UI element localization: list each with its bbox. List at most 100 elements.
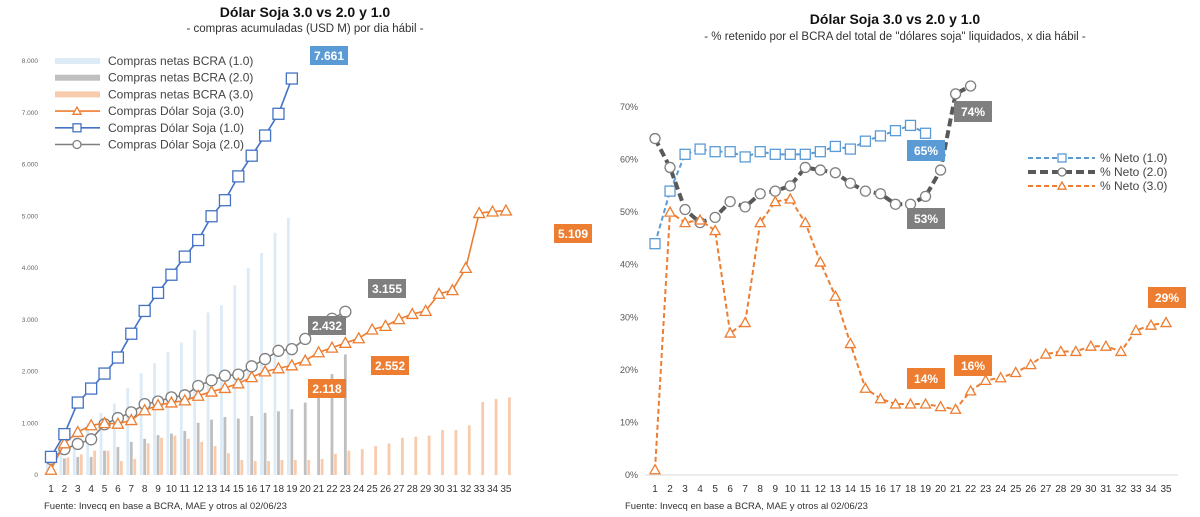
bar-2-0 [263, 412, 267, 475]
data-point [231, 376, 245, 389]
bar-3-0 [347, 450, 351, 475]
y-tick-label: 8.000 [22, 58, 39, 65]
legend-swatch [55, 74, 100, 81]
data-point [311, 345, 326, 358]
data-point [338, 336, 352, 348]
data-point [859, 135, 872, 147]
data-point [709, 146, 721, 158]
x-tick-label: 12 [193, 484, 205, 495]
data-point [844, 143, 857, 155]
data-point [934, 400, 947, 412]
data-point [814, 255, 827, 267]
data-point [919, 127, 932, 139]
bar-3-0 [66, 457, 70, 475]
legend-label: Compras Dólar Soja (3.0) [108, 104, 244, 118]
data-point [84, 382, 98, 395]
data-point [784, 148, 796, 160]
bar-3-0 [414, 436, 418, 475]
data-point [694, 143, 706, 155]
data-point [258, 129, 272, 142]
data-point [859, 185, 872, 197]
data-point [285, 342, 298, 356]
data-point [844, 177, 857, 189]
x-tick-label: 19 [286, 484, 298, 495]
x-tick-label: 14 [219, 484, 231, 495]
bar-3-0 [320, 458, 324, 475]
bar-2-0 [76, 456, 80, 475]
data-label-box [1148, 287, 1186, 308]
x-tick-label: 1 [48, 484, 54, 495]
data-point [739, 316, 752, 328]
data-point [1084, 339, 1097, 351]
data-point [419, 304, 433, 317]
data-point [71, 425, 85, 438]
bar-3-0 [120, 461, 123, 475]
bar-3-0 [93, 450, 97, 475]
x-tick-label: 33 [474, 484, 486, 495]
left-chart-source: Fuente: Invecq en base a BCRA, MAE y otr… [44, 501, 287, 512]
y-tick-label: 7.000 [22, 110, 39, 117]
data-point [44, 450, 58, 464]
data-point [1009, 366, 1022, 378]
bar-3-0 [173, 435, 177, 475]
data-point [934, 164, 947, 176]
bar-3-0 [160, 437, 163, 475]
bar-3-0 [227, 453, 230, 475]
x-tick-label: 1 [652, 484, 658, 495]
data-point [859, 381, 872, 393]
x-tick-label: 13 [206, 484, 218, 495]
y-tick-label: 70% [620, 102, 638, 112]
data-point [874, 188, 887, 200]
data-point [784, 180, 796, 192]
data-point [964, 80, 977, 92]
bar-2-0 [89, 456, 93, 475]
x-tick-label: 6 [727, 484, 733, 495]
data-label-box [368, 279, 406, 298]
data-label-box [371, 356, 409, 375]
data-point [919, 190, 932, 203]
x-tick-label: 17 [260, 484, 272, 495]
data-point [124, 413, 138, 426]
data-point [205, 374, 218, 387]
x-tick-label: 9 [772, 484, 778, 495]
data-point [889, 397, 902, 409]
bar-3-0 [454, 429, 458, 475]
data-point [1069, 345, 1082, 357]
x-tick-label: 26 [1025, 484, 1037, 495]
data-point [679, 203, 691, 216]
data-label-box [308, 379, 346, 398]
bar-2-0 [129, 441, 133, 475]
data-point [874, 392, 887, 404]
data-point [1129, 324, 1143, 336]
x-tick-label: 34 [1145, 484, 1157, 495]
legend-label: % Neto (2.0) [1100, 165, 1167, 179]
data-point [258, 364, 272, 377]
data-point [191, 388, 205, 401]
x-tick-label: 29 [1070, 484, 1082, 495]
right-chart-title: Dólar Soja 3.0 vs 2.0 y 1.0 [810, 11, 981, 27]
bar-1-0 [113, 403, 116, 475]
bar-2-0 [183, 431, 187, 475]
data-point [405, 307, 419, 320]
data-point [754, 146, 766, 158]
data-point [97, 416, 112, 429]
data-point [245, 360, 258, 373]
data-point [679, 148, 691, 160]
y-tick-label: 4.000 [22, 265, 39, 272]
data-point [754, 216, 767, 228]
data-label-box [954, 355, 992, 376]
legend-marker [71, 105, 83, 115]
data-point [151, 398, 165, 411]
data-point [138, 304, 151, 318]
y-tick-label: 30% [620, 312, 638, 322]
legend-marker [72, 139, 82, 150]
data-point [949, 402, 962, 414]
bar-2-0 [317, 388, 320, 475]
data-point [392, 312, 406, 325]
data-point [1099, 339, 1113, 351]
x-tick-label: 32 [1115, 484, 1127, 495]
data-point [245, 149, 258, 162]
x-tick-label: 15 [860, 484, 872, 495]
bar-1-0 [126, 388, 130, 475]
